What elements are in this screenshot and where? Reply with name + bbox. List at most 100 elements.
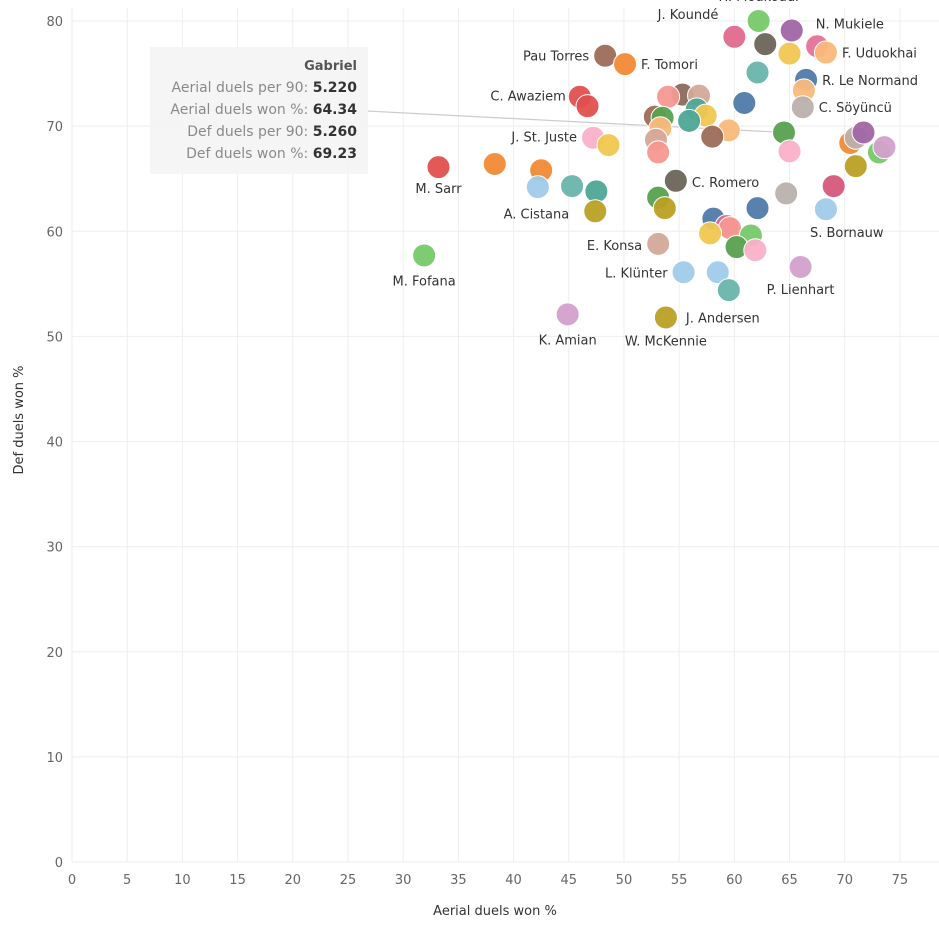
y-tick-label: 50 [46, 330, 63, 345]
data-point[interactable] [788, 255, 813, 280]
x-tick-label: 10 [174, 873, 191, 888]
point-label: J. Andersen [685, 311, 760, 326]
x-tick-label: 45 [560, 873, 577, 888]
data-point[interactable] [732, 91, 757, 116]
point-label: M. Fofana [393, 274, 456, 289]
data-point[interactable] [663, 168, 688, 193]
point-label: F. Uduokhai [842, 47, 917, 62]
point-label: J. St. Juste [510, 131, 577, 146]
data-point[interactable] [790, 95, 815, 120]
tooltip-row: Aerial duels per 90: 5.220 [172, 80, 358, 96]
data-point[interactable] [525, 175, 550, 200]
data-point[interactable] [843, 154, 868, 179]
point-label: J. Koundé [657, 8, 719, 23]
data-point[interactable] [716, 278, 741, 303]
data-point[interactable] [482, 151, 507, 176]
point-label: R. Le Normand [822, 74, 918, 89]
x-axis-title: Aerial duels won % [433, 904, 557, 919]
x-tick-label: 70 [836, 873, 853, 888]
point-label: E. Konsa [587, 239, 642, 254]
tooltip: Gabriel Aerial duels per 90: 5.220 Aerial … [150, 47, 368, 174]
point-label: Pau Torres [523, 50, 589, 65]
x-tick-label: 30 [395, 873, 412, 888]
data-point[interactable] [753, 32, 778, 57]
x-tick-label: 15 [229, 873, 246, 888]
point-label: N. Mukiele [816, 17, 884, 32]
data-point[interactable] [677, 108, 702, 133]
point-label: C. Awaziem [490, 90, 565, 105]
data-points [412, 9, 897, 330]
point-label: L. Klünter [605, 266, 668, 281]
point-label: F. Tomori [641, 58, 698, 73]
data-point[interactable] [743, 238, 768, 263]
data-point[interactable] [779, 18, 804, 43]
data-point[interactable] [851, 120, 876, 145]
x-tick-label: 0 [68, 873, 76, 888]
x-tick-label: 65 [781, 873, 798, 888]
x-tick-label: 25 [340, 873, 357, 888]
point-label: S. Bornauw [810, 226, 884, 241]
data-point[interactable] [698, 221, 723, 246]
y-tick-label: 60 [46, 225, 63, 240]
point-label: H. Moukoudi [718, 0, 798, 5]
data-point[interactable] [813, 40, 838, 65]
data-point[interactable] [656, 84, 681, 109]
data-point[interactable] [746, 9, 771, 34]
point-label: M. Sarr [415, 182, 462, 197]
data-point[interactable] [821, 174, 846, 199]
tooltip-title: Gabriel [304, 59, 357, 74]
data-point[interactable] [745, 196, 770, 221]
point-label: W. McKennie [625, 334, 707, 349]
x-tick-label: 55 [671, 873, 688, 888]
data-point[interactable] [872, 135, 897, 160]
data-point[interactable] [700, 124, 725, 149]
x-tick-label: 75 [892, 873, 909, 888]
point-labels: H. Moukoudi N. Mukiele F. Uduokhai J. Kound… [365, 0, 918, 349]
data-point[interactable] [555, 302, 580, 327]
y-tick-label: 20 [46, 646, 63, 661]
data-point[interactable] [671, 260, 696, 285]
data-point[interactable] [583, 199, 608, 224]
x-tick-label: 60 [726, 873, 743, 888]
y-tick-label: 30 [46, 541, 63, 556]
axes: 0 5 10 15 20 25 30 35 40 45 50 55 60 65 70 75 0 10 20 30 40 5… [12, 15, 908, 919]
data-point[interactable] [745, 60, 770, 85]
tooltip-row: Def duels won %: 69.23 [186, 146, 357, 162]
y-axis-title: Def duels won % [12, 365, 27, 474]
y-tick-label: 80 [46, 15, 63, 30]
point-label: C. Söyüncü [819, 101, 892, 116]
point-label: P. Lienhart [767, 283, 835, 298]
data-point[interactable] [722, 24, 747, 49]
y-tick-label: 70 [46, 120, 63, 135]
point-label: A. Cistana [504, 207, 570, 222]
data-point[interactable] [613, 52, 638, 77]
data-point[interactable] [646, 231, 671, 256]
y-tick-label: 10 [46, 751, 63, 766]
data-point[interactable] [560, 174, 585, 199]
data-point[interactable] [596, 133, 621, 158]
data-point[interactable] [653, 305, 678, 330]
point-label: K. Amian [539, 333, 597, 348]
data-point[interactable] [777, 139, 802, 164]
x-tick-label: 50 [616, 873, 633, 888]
tooltip-box [150, 47, 368, 174]
x-tick-label: 35 [450, 873, 467, 888]
y-tick-label: 40 [46, 436, 63, 451]
data-point[interactable] [426, 155, 451, 180]
x-tick-label: 40 [505, 873, 522, 888]
point-label: C. Romero [692, 176, 759, 191]
x-tick-label: 20 [285, 873, 302, 888]
data-point[interactable] [646, 140, 671, 165]
tooltip-row: Aerial duels won %: 64.34 [170, 102, 357, 118]
x-tick-label: 5 [123, 873, 131, 888]
data-point[interactable] [412, 243, 437, 268]
data-point[interactable] [774, 181, 799, 206]
data-point[interactable] [813, 197, 838, 222]
data-point[interactable] [575, 94, 600, 119]
data-point[interactable] [705, 260, 730, 285]
y-tick-label: 0 [55, 856, 63, 871]
data-point[interactable] [652, 196, 677, 221]
data-point[interactable] [777, 41, 802, 66]
tooltip-row: Def duels per 90: 5.260 [187, 124, 357, 140]
